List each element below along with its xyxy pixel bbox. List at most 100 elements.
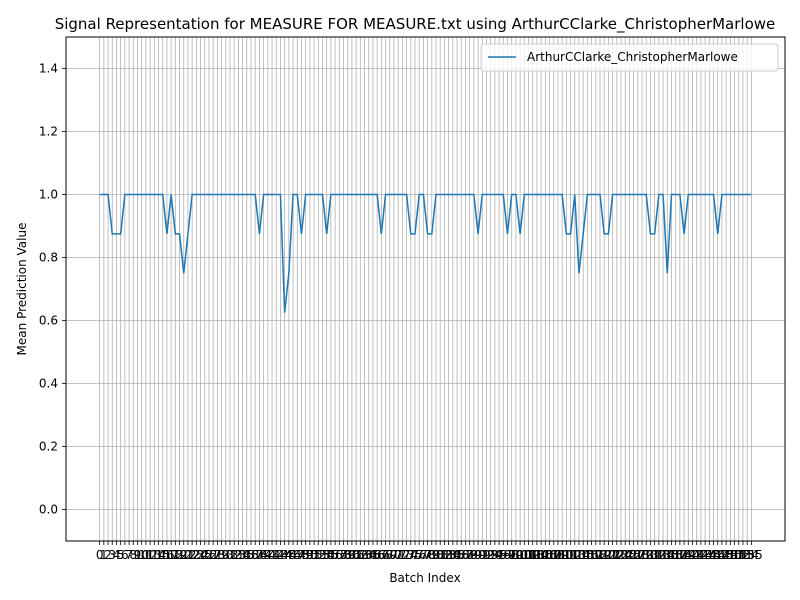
x-tick-label: 93	[483, 548, 498, 562]
x-tick-label: 118	[584, 548, 607, 562]
x-tick-label: 64	[361, 548, 376, 562]
x-tick-label: 34	[235, 548, 250, 562]
x-tick-label: 91	[475, 548, 490, 562]
x-tick-label: 100	[509, 548, 532, 562]
x-tick-label: 25	[197, 548, 212, 562]
x-tick-label: 56	[327, 548, 342, 562]
x-tick-label: 5	[117, 548, 125, 562]
x-tick-label: 122	[601, 548, 624, 562]
x-tick-label: 24	[193, 548, 208, 562]
x-tick-label: 51	[306, 548, 321, 562]
x-tick-label: 57	[332, 548, 347, 562]
x-tick-label: 84	[445, 548, 460, 562]
x-tick-label: 101	[513, 548, 536, 562]
x-tick-label: 106	[534, 548, 557, 562]
x-tick-label: 44	[277, 548, 292, 562]
x-tick-label: 30	[218, 548, 233, 562]
x-tick-label: 65	[365, 548, 380, 562]
x-tick-label: 69	[382, 548, 397, 562]
x-tick-label: 98	[504, 548, 519, 562]
x-tick-label: 75	[407, 548, 422, 562]
x-tick-label: 41	[264, 548, 279, 562]
x-tick-label: 125	[614, 548, 637, 562]
x-tick-label: 152	[727, 548, 750, 562]
x-tick-label: 90	[470, 548, 485, 562]
x-tick-label: 115	[572, 548, 595, 562]
x-tick-label: 47	[290, 548, 305, 562]
x-tick-label: 127	[622, 548, 645, 562]
x-tick-label: 130	[635, 548, 658, 562]
x-tick-label: 126	[618, 548, 641, 562]
x-tick-label: 45	[281, 548, 296, 562]
x-tick-label: 107	[538, 548, 561, 562]
x-tick-label: 11	[138, 548, 153, 562]
x-tick-label: 146	[702, 548, 725, 562]
x-tick-label: 110	[551, 548, 574, 562]
x-tick-label: 8	[129, 548, 137, 562]
x-tick-label: 70	[386, 548, 401, 562]
x-tick-label: 153	[732, 548, 755, 562]
y-tick-label: 1.2	[39, 125, 58, 139]
x-tick-label: 3	[108, 548, 116, 562]
x-tick-label: 119	[589, 548, 612, 562]
x-tick-label: 103	[521, 548, 544, 562]
y-axis-label: Mean Prediction Value	[15, 223, 29, 356]
x-axis-label: Batch Index	[389, 571, 460, 585]
y-tick-label: 0.0	[39, 503, 58, 517]
x-tick-label: 108	[542, 548, 565, 562]
y-axis: 0.0 0.2 0.4 0.6 0.8 1.0 1.2 1.4	[39, 62, 66, 517]
x-tick-label: 79	[424, 548, 439, 562]
y-gridlines	[66, 68, 785, 510]
y-tick-label: 0.2	[39, 440, 58, 454]
x-tick-label: 73	[399, 548, 414, 562]
x-tick-label: 17	[163, 548, 178, 562]
x-tick-label: 117	[580, 548, 603, 562]
x-tick-label: 155	[740, 548, 763, 562]
x-tick-label: 131	[639, 548, 662, 562]
x-tick-label: 4	[113, 548, 121, 562]
x-tick-label: 92	[479, 548, 494, 562]
x-tick-label: 151	[723, 548, 746, 562]
x-tick-label: 143	[689, 548, 712, 562]
x-tick-label: 18	[168, 548, 183, 562]
x-tick-label: 102	[517, 548, 540, 562]
x-tick-label: 109	[546, 548, 569, 562]
x-tick-label: 142	[685, 548, 708, 562]
x-tick-label: 94	[487, 548, 502, 562]
x-tick-label: 27	[206, 548, 221, 562]
x-tick-label: 120	[593, 548, 616, 562]
x-tick-label: 67	[374, 548, 389, 562]
x-tick-label: 111	[555, 548, 578, 562]
x-tick-label: 38	[252, 548, 267, 562]
x-tick-label: 86	[454, 548, 469, 562]
x-tick-label: 61	[348, 548, 363, 562]
x-tick-label: 99	[508, 548, 523, 562]
x-tick-label: 46	[285, 548, 300, 562]
x-tick-label: 72	[395, 548, 410, 562]
x-tick-label: 28	[210, 548, 225, 562]
series-line-arthurcclarke-christophermarlowe	[99, 193, 752, 313]
x-tick-label: 20	[176, 548, 191, 562]
x-tick-label: 43	[273, 548, 288, 562]
x-tick-label: 116	[576, 548, 599, 562]
x-tick-label: 85	[449, 548, 464, 562]
x-tick-label: 66	[370, 548, 385, 562]
y-tick-label: 1.4	[39, 62, 58, 76]
x-tick-label: 95	[491, 548, 506, 562]
x-tick-label: 71	[391, 548, 406, 562]
x-tick-label: 50	[302, 548, 317, 562]
x-tick-label: 82	[437, 548, 452, 562]
x-tick-label: 6	[121, 548, 129, 562]
x-tick-label: 21	[180, 548, 195, 562]
x-tick-label: 32	[227, 548, 242, 562]
x-tick-label: 10	[134, 548, 149, 562]
x-tick-label: 87	[458, 548, 473, 562]
x-axis: 0123456789101112131415161718192021222324…	[96, 541, 763, 562]
x-tick-label: 150	[719, 548, 742, 562]
x-tick-label: 128	[626, 548, 649, 562]
x-tick-label: 113	[563, 548, 586, 562]
x-tick-label: 134	[652, 548, 675, 562]
x-tick-label: 149	[715, 548, 738, 562]
x-tick-label: 63	[357, 548, 372, 562]
